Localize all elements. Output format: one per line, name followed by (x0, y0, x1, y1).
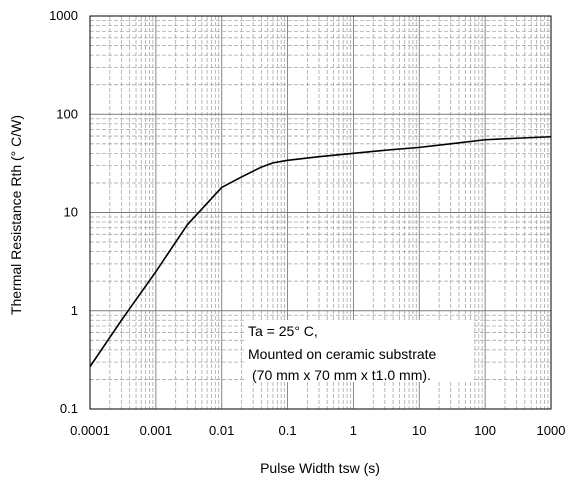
annotation-background (244, 320, 474, 382)
y-tick-label: 1000 (49, 8, 78, 23)
annotation-ambient-temp: Ta = 25° C, (248, 323, 318, 339)
x-tick-label: 0.001 (140, 423, 173, 438)
series-line (89, 135, 552, 368)
y-tick-label: 100 (56, 106, 78, 121)
x-tick-labels: 0.0001 0.001 0.01 0.1 1 10 100 1000 (70, 423, 565, 438)
series-curve-layer (89, 135, 552, 368)
y-tick-label: 10 (64, 205, 78, 220)
y-tick-label: 0.1 (60, 401, 78, 416)
annotation-substrate-size: (70 mm x 70 mm x t1.0 mm). (252, 367, 431, 383)
y-tick-labels: 0.1 1 10 100 1000 (49, 8, 78, 416)
x-axis-title: Pulse Width tsw (s) (260, 460, 380, 476)
annotation-mounting: Mounted on ceramic substrate (248, 346, 437, 362)
x-tick-label: 1 (350, 423, 357, 438)
x-tick-label: 1000 (537, 423, 566, 438)
plot-frame (89, 15, 552, 410)
x-tick-label: 100 (474, 423, 496, 438)
x-tick-label: 10 (412, 423, 426, 438)
x-tick-label: 0.1 (279, 423, 297, 438)
x-tick-label: 0.01 (209, 423, 234, 438)
y-axis-title: Thermal Resistance Rth (° C/W) (8, 115, 24, 315)
y-tick-label: 1 (71, 303, 78, 318)
x-tick-label: 0.0001 (70, 423, 110, 438)
